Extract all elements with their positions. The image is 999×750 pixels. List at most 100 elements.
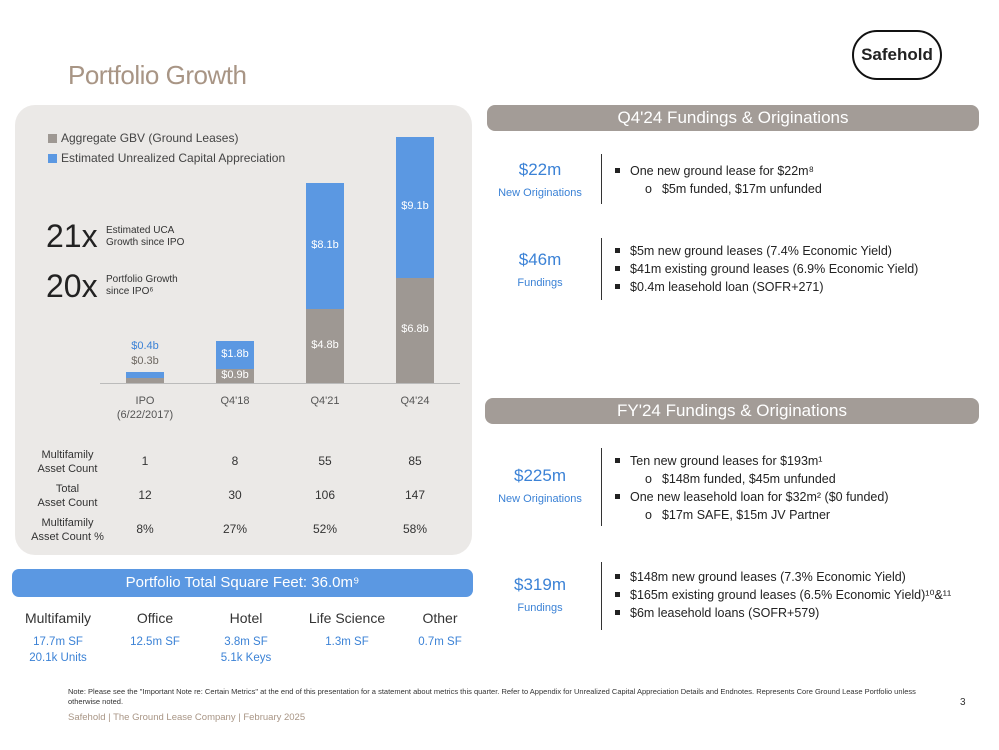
bullet: One new ground lease for $22m⁸ (630, 164, 814, 178)
row-header: Multifamily Asset Count % (20, 516, 115, 544)
sqft-value: 5.1k Keys (220, 652, 272, 664)
bar-gbv (126, 378, 164, 383)
x-label: Q4'18 (220, 395, 250, 407)
bullet: $165m existing ground leases (6.5% Econo… (630, 588, 952, 602)
table-cell: 55 (318, 454, 332, 468)
sqft-value: 20.1k Units (29, 652, 87, 664)
bar-uca (126, 372, 164, 379)
bar-label: $0.3b (131, 355, 159, 367)
table-cell: 85 (408, 454, 422, 468)
safehold-logo: Safehold (852, 30, 942, 80)
row-header-line: Asset Count (37, 497, 98, 509)
divider (601, 562, 602, 630)
table-cell: 106 (314, 488, 336, 502)
table-cell: 27% (222, 522, 248, 536)
bar-label: $6.8b (401, 323, 429, 336)
bullet: $148m new ground leases (7.3% Economic Y… (630, 570, 906, 584)
x-label: (6/22/2017) (116, 409, 174, 421)
caption-line: Growth since IPO (106, 237, 185, 248)
footer: Safehold | The Ground Lease Company | Fe… (68, 712, 306, 723)
bullet: Ten new ground leases for $193m¹ (630, 454, 823, 468)
x-label: Q4'24 (400, 395, 430, 407)
bar-label: $4.8b (311, 338, 339, 351)
table-cell: 147 (404, 488, 426, 502)
bar-label: $0.9b (221, 369, 249, 382)
legend-label: Aggregate GBV (Ground Leases) (61, 131, 239, 145)
table-cell: 58% (402, 522, 428, 536)
bar-uca (396, 136, 434, 278)
sqft-category: Hotel (229, 610, 263, 626)
bar-label: $1.8b (221, 348, 249, 361)
legend-uca: Estimated Unrealized Capital Appreciatio… (48, 151, 285, 165)
bar-gbv (216, 369, 254, 383)
bullet: $41m existing ground leases (6.9% Econom… (630, 262, 919, 276)
fy-originations-bullets: Ten new ground leases for $193m¹ $148m f… (615, 452, 889, 524)
bullet: $0.4m leasehold loan (SOFR+271) (630, 280, 824, 294)
sqft-value: 12.5m SF (130, 636, 180, 648)
row-header-line: Multifamily (41, 449, 94, 461)
bar-label: $8.1b (311, 238, 339, 251)
x-axis (100, 383, 460, 384)
sqft-category: Life Science (308, 610, 386, 626)
bar-uca (306, 183, 344, 309)
sub-bullet: $17m SAFE, $15m JV Partner (661, 508, 831, 522)
uca-multiple: 21x (46, 218, 98, 254)
q4-originations-label: New Originations (498, 187, 582, 199)
caption-line: Estimated UCA (106, 225, 175, 236)
divider (601, 238, 602, 300)
row-header-line: Asset Count % (31, 531, 104, 543)
table-cell: 12 (138, 488, 152, 502)
legend-label: Estimated Unrealized Capital Appreciatio… (61, 151, 286, 165)
q4-header: Q4'24 Fundings & Originations (487, 105, 979, 131)
footnote: Note: Please see the "Important Note re:… (68, 687, 916, 706)
q4-fundings-value: $46m (518, 250, 562, 269)
table-cell: 52% (312, 522, 338, 536)
sqft-value: 1.3m SF (325, 636, 369, 648)
q4-originations-bullets: One new ground lease for $22m⁸ $5m funde… (615, 162, 822, 198)
uca-caption: Estimated UCA Growth since IPO (106, 225, 184, 249)
bar-label: $0.4b (131, 340, 159, 352)
x-label: IPO (135, 395, 155, 407)
caption-line: since IPO⁶ (106, 286, 154, 297)
row-header: Total Asset Count (20, 482, 115, 510)
caption-line: Portfolio Growth (106, 274, 178, 285)
q4-fundings-bullets: $5m new ground leases (7.4% Economic Yie… (615, 242, 918, 296)
fy-fundings-bullets: $148m new ground leases (7.3% Economic Y… (615, 568, 951, 622)
row-header-line: Multifamily (41, 517, 94, 529)
chart-panel (15, 105, 472, 555)
sqft-category: Other (422, 610, 458, 626)
table-cell: 8% (136, 522, 154, 536)
bar-label: $9.1b (401, 200, 429, 213)
bullet: One new leasehold loan for $32m² ($0 fun… (630, 490, 889, 504)
bar-uca (216, 341, 254, 370)
legend-gbv: Aggregate GBV (Ground Leases) (48, 131, 238, 145)
sqft-value: 17.7m SF (33, 636, 83, 648)
table-cell: 8 (231, 454, 239, 468)
bullet: $6m leasehold loans (SOFR+579) (630, 606, 820, 620)
fy-fundings-label: Fundings (517, 602, 563, 614)
fy-originations-label: New Originations (498, 493, 582, 505)
fy-header: FY'24 Fundings & Originations (485, 398, 979, 424)
row-header-line: Total (55, 483, 80, 495)
bar-gbv (396, 277, 434, 383)
table-cell: 1 (141, 454, 149, 468)
divider (601, 448, 602, 526)
bar-gbv (306, 308, 344, 383)
q4-fundings-label: Fundings (517, 277, 563, 289)
x-label: Q4'21 (310, 395, 340, 407)
row-header-line: Asset Count (37, 463, 98, 475)
sub-bullet: $5m funded, $17m unfunded (661, 182, 822, 196)
divider (601, 154, 602, 204)
fy-fundings-value: $319m (514, 575, 566, 594)
sqft-value: 0.7m SF (418, 636, 462, 648)
sqft-category: Office (136, 610, 174, 626)
fy-originations-value: $225m (514, 466, 566, 485)
sqft-value: 3.8m SF (224, 636, 268, 648)
page-title: Portfolio Growth (68, 60, 247, 90)
legend-swatch (48, 133, 57, 143)
page-number: 3 (960, 697, 966, 708)
sqft-category: Multifamily (24, 610, 92, 626)
bullet: $5m new ground leases (7.4% Economic Yie… (630, 244, 892, 258)
table-cell: 30 (228, 488, 242, 502)
row-header: Multifamily Asset Count (20, 448, 115, 476)
